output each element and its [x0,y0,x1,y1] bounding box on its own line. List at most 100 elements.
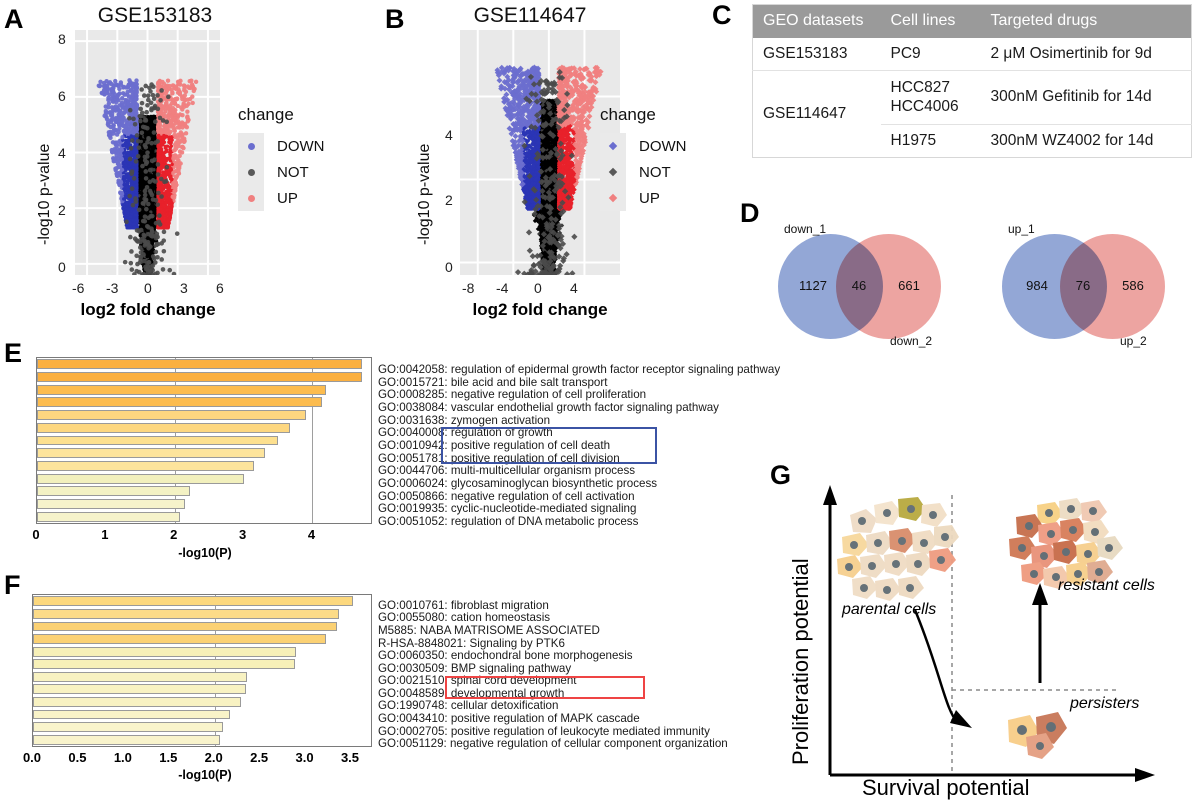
bar-axis-tick: 1 [91,527,119,542]
go-term[interactable]: GO:0002705: positive regulation of leuko… [378,726,710,738]
legend-label-down: DOWN [639,138,687,155]
go-bar[interactable] [37,512,180,522]
panel-a-x-axis-label: log2 fold change [68,300,228,320]
legend-item-not[interactable]: NOT [238,159,325,185]
go-bar[interactable] [37,486,190,496]
cell-cellline: PC9 [881,38,981,71]
go-term[interactable]: M5885: NABA MATRISOME ASSOCIATED [378,625,600,637]
panel-a-legend: change DOWN NOT UP [238,105,325,211]
bar-axis-tick: 2.5 [245,750,273,765]
go-bar[interactable] [33,659,295,669]
go-bar[interactable] [37,499,185,509]
legend-item-down[interactable]: DOWN [600,133,687,159]
panel-letter-f: F [4,572,21,599]
panel-a-ytick: 8 [58,31,66,47]
go-term[interactable]: GO:0030509: BMP signaling pathway [378,663,571,675]
go-bar[interactable] [33,647,296,657]
venn-count-intersection: 46 [840,278,878,293]
go-bar[interactable] [37,410,306,420]
panel-b-x-axis-label: log2 fold change [455,300,625,320]
go-term[interactable]: GO:0044706: multi-multicellular organism… [378,465,635,477]
go-bar[interactable] [33,735,220,745]
bar-axis-tick: 0 [22,527,50,542]
go-bar[interactable] [33,634,326,644]
g-arrow-up-head [1032,583,1048,605]
legend-item-down[interactable]: DOWN [238,133,325,159]
table-header-targeted-drugs: Targeted drugs [981,5,1192,39]
go-term[interactable]: GO:0019935: cyclic-nucleotide-mediated s… [378,503,636,515]
go-term[interactable]: GO:0060350: endochondral bone morphogene… [378,650,633,662]
legend-label-not: NOT [639,164,671,181]
go-term[interactable]: GO:0042058: regulation of epidermal grow… [378,364,780,376]
bar-axis-tick: 3 [229,527,257,542]
go-bar[interactable] [37,397,322,407]
go-barchart-e [36,357,372,524]
go-barchart-f [32,594,372,747]
go-term[interactable]: GO:0021510: spinal cord development [378,675,577,687]
go-term[interactable]: GO:0043410: positive regulation of MAPK … [378,713,640,725]
go-term[interactable]: GO:0038084: vascular endothelial growth … [378,402,719,414]
go-bar[interactable] [37,359,362,369]
legend-item-up[interactable]: UP [600,185,687,211]
go-bar[interactable] [33,684,246,694]
go-bar[interactable] [37,448,265,458]
table-row: GSE114647 HCC827 HCC4006 300nM Gefitinib… [753,71,1192,125]
go-bar[interactable] [33,697,241,707]
go-term[interactable]: GO:0055080: cation homeostasis [378,612,550,624]
legend-item-up[interactable]: UP [238,185,325,211]
go-term[interactable]: GO:0010942: positive regulation of cell … [378,440,610,452]
bar-axis-tick: 1.0 [109,750,137,765]
go-bar[interactable] [37,474,244,484]
panel-g-y-axis-label: Proliferation potential [788,558,814,765]
go-term[interactable]: GO:0040008: regulation of growth [378,427,553,439]
go-term[interactable]: GO:0010761: fibroblast migration [378,600,549,612]
bar-gridline [312,358,313,523]
cell-drug: 300nM WZ4002 for 14d [981,124,1192,157]
panel-b-y-axis-label: -log10 p-value [416,144,434,245]
legend-label-down: DOWN [277,138,325,155]
g-resistant-cell-cluster [1009,498,1123,589]
legend-swatch-up [600,185,626,211]
go-bar[interactable] [37,461,254,471]
go-bar[interactable] [37,436,278,446]
go-term[interactable]: GO:1990748: cellular detoxification [378,700,558,712]
go-bar[interactable] [37,423,290,433]
go-bar[interactable] [33,596,353,606]
go-term[interactable]: GO:0008285: negative regulation of cell … [378,389,646,401]
venn-label-down-1: down_1 [784,222,826,236]
venn-diagram-up: up_1 984 76 586 up_2 [1002,222,1182,327]
panel-letter-d: D [740,200,760,227]
go-term[interactable]: GO:0015721: bile acid and bile salt tran… [378,377,607,389]
panel-g-x-axis-label: Survival potential [862,775,1030,801]
go-bar[interactable] [33,710,230,720]
cell-cellline: H1975 [881,124,981,157]
panel-a-y-axis-label: -log10 p-value [36,144,54,245]
bar-axis-tick: 0.0 [18,750,46,765]
panel-b-legend: change DOWN NOT UP [600,105,687,211]
table-row: GSE153183 PC9 2 μM Osimertinib for 9d [753,38,1192,71]
panel-b-xtick: 0 [534,280,542,296]
go-term[interactable]: GO:0006024: glycosaminoglycan biosynthet… [378,478,657,490]
go-term[interactable]: GO:0031638: zymogen activation [378,415,550,427]
g-x-axis-arrow [1135,768,1155,782]
geo-datasets-table: GEO datasets Cell lines Targeted drugs G… [752,4,1192,158]
go-bar[interactable] [33,622,337,632]
g-y-axis-arrow [823,485,837,505]
legend-label-not: NOT [277,164,309,181]
go-term[interactable]: GO:0048589: developmental growth [378,688,564,700]
panel-b-xtick: 4 [570,280,578,296]
go-term[interactable]: GO:0050866: negative regulation of cell … [378,491,635,503]
go-term[interactable]: GO:0051052: regulation of DNA metabolic … [378,516,638,528]
venn-count-right-only: 661 [888,278,930,293]
legend-item-not[interactable]: NOT [600,159,687,185]
go-bar[interactable] [37,385,326,395]
go-term[interactable]: R-HSA-8848021: Signaling by PTK6 [378,638,565,650]
go-bar[interactable] [33,609,339,619]
volcano-canvas [75,30,220,275]
legend-swatch-up [238,185,264,211]
go-bar[interactable] [37,372,362,382]
go-bar[interactable] [33,672,247,682]
go-term[interactable]: GO:0051129: negative regulation of cellu… [378,738,728,750]
go-bar[interactable] [33,722,223,732]
go-term[interactable]: GO:0051781: positive regulation of cell … [378,453,620,465]
